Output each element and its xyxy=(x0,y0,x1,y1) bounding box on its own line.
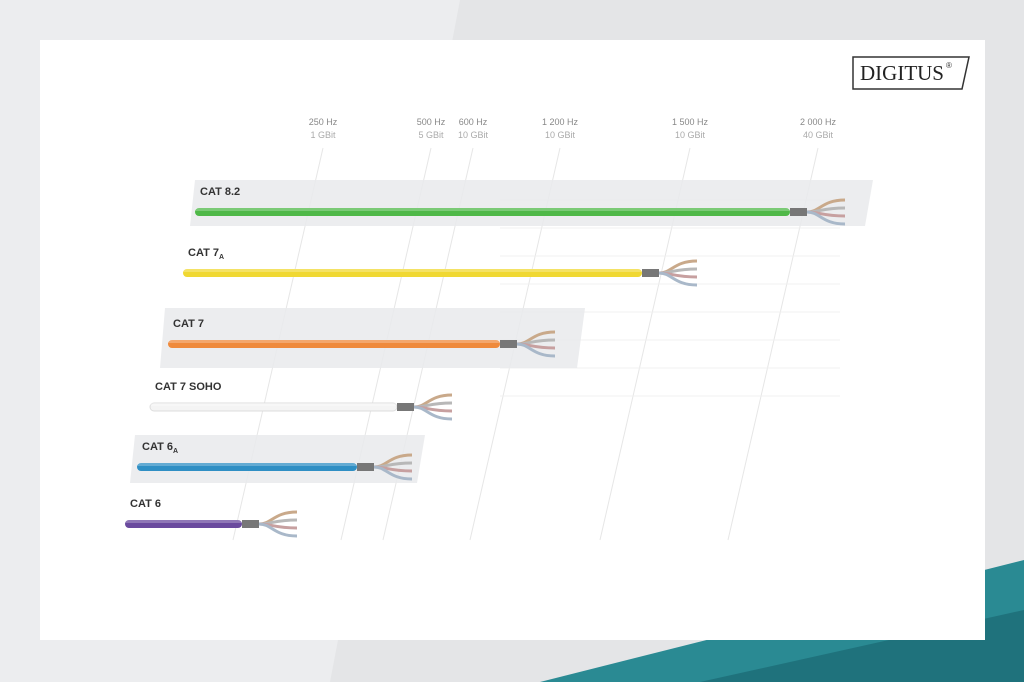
cable-label: CAT 8.2 xyxy=(200,186,240,200)
frequency-hz: 500 Hz xyxy=(416,117,446,127)
cable-highlight xyxy=(150,403,397,406)
frequency-hz: 600 Hz xyxy=(458,117,488,127)
data-rate: 40 GBit xyxy=(802,130,833,140)
cable-shield xyxy=(242,520,259,528)
cable-shield xyxy=(397,403,414,411)
data-rate: 10 GBit xyxy=(674,130,705,140)
cable-highlight xyxy=(125,520,242,523)
wire-pair xyxy=(658,271,698,287)
cable-name: CAT 6 xyxy=(130,498,161,510)
cable-cat-7-soho xyxy=(149,393,453,421)
frequency-hz: 1 500 Hz xyxy=(671,117,709,127)
cable-subscript: A xyxy=(218,254,225,262)
frequency-label: 600 Hz 10 GBit xyxy=(458,116,488,142)
cable-jacket xyxy=(125,520,242,528)
cable-cat-7 xyxy=(168,330,556,358)
cable-jacket xyxy=(168,340,500,348)
cable-label: CAT 7 SOHO xyxy=(155,381,221,395)
wire-pair xyxy=(258,522,298,538)
cable-cat-8.2 xyxy=(195,198,846,226)
cable-jacket xyxy=(183,269,642,277)
cable-highlight xyxy=(168,340,500,343)
digitus-logo: DIGITUS ® xyxy=(852,56,970,90)
frequency-label: 1 200 Hz 10 GBit xyxy=(542,116,578,142)
frequency-hz: 2 000 Hz xyxy=(799,117,837,127)
frequency-hz: 250 Hz xyxy=(308,117,338,127)
frequency-label: 1 500 Hz 10 GBit xyxy=(672,116,708,142)
cable-jacket xyxy=(195,208,790,216)
cable-name: CAT 7 xyxy=(173,318,204,330)
cable-jacket xyxy=(137,463,357,471)
cable-name: CAT 7 xyxy=(188,247,219,259)
highlight-band xyxy=(160,308,585,368)
cable-shield xyxy=(357,463,374,471)
cable-shield xyxy=(500,340,517,348)
cable-label: CAT 7 xyxy=(173,318,204,332)
wire-pair xyxy=(516,342,556,358)
highlight-band xyxy=(190,180,873,226)
cable-label: CAT 6 xyxy=(130,498,161,512)
cable-subscript: A xyxy=(172,448,179,456)
data-rate: 10 GBit xyxy=(544,130,575,140)
cable-cat-7-a xyxy=(183,259,698,287)
cable-label: CAT 6A xyxy=(142,441,178,455)
cable-label: CAT 7A xyxy=(188,247,224,261)
cable-name: CAT 8.2 xyxy=(200,186,241,198)
data-rate: 1 GBit xyxy=(310,130,336,140)
frequency-label: 500 Hz 5 GBit xyxy=(417,116,446,142)
frequency-label: 2 000 Hz 40 GBit xyxy=(800,116,836,142)
data-rate: 10 GBit xyxy=(457,130,489,140)
logo-text: DIGITUS ® xyxy=(860,61,952,85)
wire-pair xyxy=(806,210,846,226)
cable-name: CAT 6 xyxy=(142,441,173,453)
data-rate: 5 GBit xyxy=(418,130,444,140)
frequency-hz: 1 200 Hz xyxy=(541,117,579,127)
cable-shield xyxy=(790,208,807,216)
cable-name: CAT 7 SOHO xyxy=(155,381,222,393)
cable-highlight xyxy=(195,208,790,211)
wire-pair xyxy=(373,465,413,481)
cable-cat-6-a xyxy=(137,453,413,481)
cable-highlight xyxy=(183,269,642,272)
brand-name: DIGITUS xyxy=(860,61,944,85)
cable-highlight xyxy=(137,463,357,466)
registered-mark: ® xyxy=(946,61,952,70)
wire-pair xyxy=(413,405,453,421)
cable-cat-6 xyxy=(125,510,298,538)
cable-shield xyxy=(642,269,659,277)
frequency-label: 250 Hz 1 GBit xyxy=(309,116,338,142)
